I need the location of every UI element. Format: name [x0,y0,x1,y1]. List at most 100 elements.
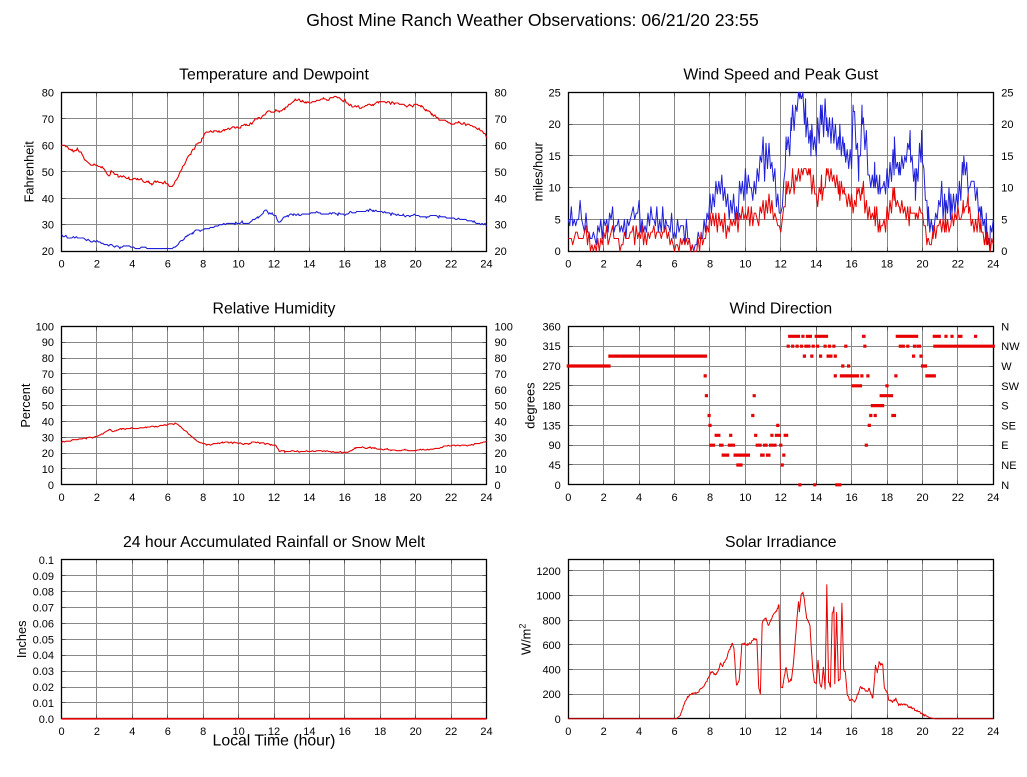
svg-text:60: 60 [42,385,54,397]
svg-text:8: 8 [200,259,206,271]
svg-text:20: 20 [42,448,54,460]
svg-text:miles/hour: miles/hour [531,142,546,202]
svg-text:6: 6 [165,259,171,271]
svg-text:10: 10 [739,726,751,738]
svg-text:70: 70 [495,369,507,381]
svg-text:60: 60 [495,140,507,152]
svg-text:30: 30 [495,220,507,232]
svg-text:25: 25 [549,87,561,99]
svg-text:24: 24 [987,259,999,271]
svg-text:0.09: 0.09 [33,571,54,583]
svg-text:15: 15 [1001,151,1013,163]
svg-text:Wind Direction: Wind Direction [729,300,832,317]
svg-text:0.04: 0.04 [33,650,54,662]
svg-text:24: 24 [987,492,999,504]
svg-text:20: 20 [916,492,928,504]
svg-text:12: 12 [775,726,787,738]
svg-text:0: 0 [565,259,571,271]
svg-text:14: 14 [810,492,822,504]
svg-text:18: 18 [374,726,386,738]
svg-text:0: 0 [565,492,571,504]
svg-text:6: 6 [671,726,677,738]
svg-text:W: W [1001,361,1012,373]
svg-text:12: 12 [268,726,280,738]
svg-text:Solar Irradiance: Solar Irradiance [725,534,837,551]
svg-text:80: 80 [42,87,54,99]
svg-text:80: 80 [42,353,54,365]
svg-text:5: 5 [555,214,561,226]
svg-text:90: 90 [42,337,54,349]
svg-text:14: 14 [303,492,315,504]
svg-text:5: 5 [1001,214,1007,226]
svg-text:degrees: degrees [523,382,538,428]
svg-text:22: 22 [445,259,457,271]
svg-text:16: 16 [845,259,857,271]
svg-text:N: N [1001,321,1009,333]
svg-text:10: 10 [42,464,54,476]
svg-text:10: 10 [1001,183,1013,195]
svg-text:40: 40 [495,193,507,205]
svg-text:8: 8 [707,492,713,504]
svg-text:30: 30 [495,432,507,444]
svg-text:Inches: Inches [14,620,29,658]
svg-text:2: 2 [601,259,607,271]
svg-text:20: 20 [549,119,561,131]
svg-text:14: 14 [303,259,315,271]
svg-text:18: 18 [374,492,386,504]
svg-text:6: 6 [165,726,171,738]
svg-text:0: 0 [58,259,64,271]
svg-text:0: 0 [555,246,561,258]
svg-text:45: 45 [549,460,561,472]
svg-text:20: 20 [916,726,928,738]
svg-text:16: 16 [339,259,351,271]
svg-text:16: 16 [845,726,857,738]
svg-text:0.0: 0.0 [39,714,54,726]
svg-text:0.05: 0.05 [33,634,54,646]
svg-text:20: 20 [42,246,54,258]
svg-text:80: 80 [495,353,507,365]
svg-text:12: 12 [268,492,280,504]
svg-text:0: 0 [495,480,501,492]
svg-text:12: 12 [268,259,280,271]
svg-text:2: 2 [601,492,607,504]
svg-text:16: 16 [339,726,351,738]
svg-text:40: 40 [42,416,54,428]
svg-text:50: 50 [495,167,507,179]
svg-text:0: 0 [48,480,54,492]
svg-text:Relative Humidity: Relative Humidity [213,300,336,317]
svg-text:20: 20 [410,492,422,504]
svg-text:24: 24 [480,259,492,271]
svg-text:4: 4 [636,259,642,271]
svg-text:180: 180 [542,401,560,413]
svg-text:Fahrenheit: Fahrenheit [22,141,37,203]
svg-text:10: 10 [232,726,244,738]
svg-text:10: 10 [232,492,244,504]
svg-text:4: 4 [129,259,135,271]
svg-text:400: 400 [542,665,560,677]
svg-text:10: 10 [739,259,751,271]
svg-text:70: 70 [42,114,54,126]
svg-text:20: 20 [916,259,928,271]
svg-text:270: 270 [542,361,560,373]
svg-text:18: 18 [374,259,386,271]
svg-text:70: 70 [495,114,507,126]
svg-text:16: 16 [339,492,351,504]
svg-text:22: 22 [952,726,964,738]
svg-text:2: 2 [94,492,100,504]
svg-text:Temperature and Dewpoint: Temperature and Dewpoint [179,66,369,83]
svg-text:0.08: 0.08 [33,587,54,599]
svg-text:600: 600 [542,640,560,652]
svg-text:30: 30 [42,432,54,444]
svg-text:0: 0 [1001,246,1007,258]
svg-text:0: 0 [58,492,64,504]
svg-text:16: 16 [845,492,857,504]
svg-text:6: 6 [671,492,677,504]
svg-text:60: 60 [42,140,54,152]
svg-text:10: 10 [232,259,244,271]
svg-text:18: 18 [881,492,893,504]
svg-text:0.03: 0.03 [33,666,54,678]
svg-text:6: 6 [671,259,677,271]
svg-text:60: 60 [495,385,507,397]
svg-text:Local Time (hour): Local Time (hour) [213,733,336,750]
svg-text:80: 80 [495,87,507,99]
